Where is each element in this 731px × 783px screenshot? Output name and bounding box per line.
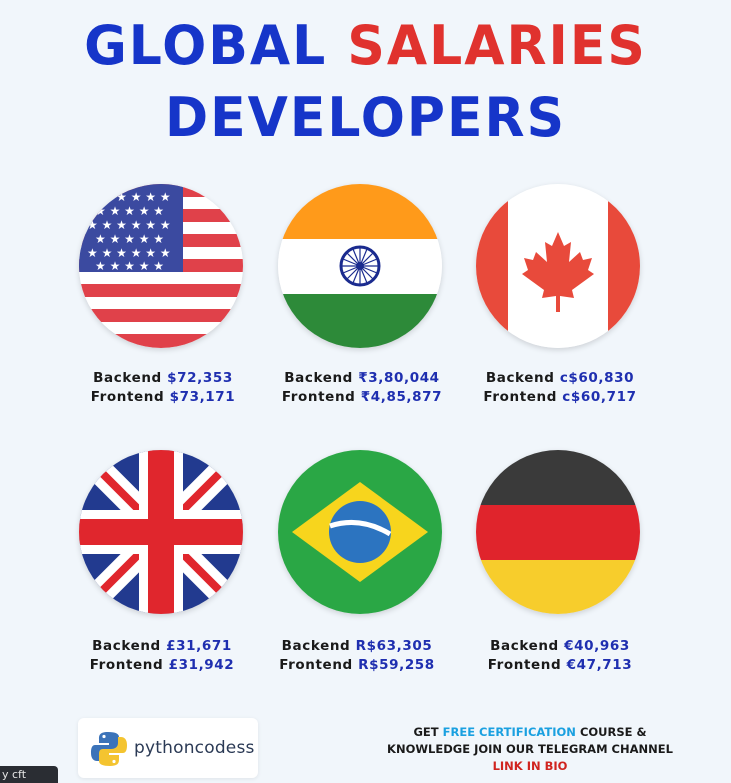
- india-salaries: Backend ₹3,80,044 Frontend ₹4,85,877: [252, 369, 472, 407]
- svg-text:★ ★ ★ ★ ★ ★: ★ ★ ★ ★ ★ ★: [87, 218, 171, 232]
- india-flag: [278, 184, 442, 348]
- promo-text: GET FREE CERTIFICATION COURSE & KNOWLEDG…: [362, 724, 698, 775]
- overlay-tab[interactable]: y cft: [0, 766, 58, 783]
- promo-course: COURSE &: [579, 725, 647, 739]
- svg-text:★ ★ ★ ★ ★: ★ ★ ★ ★ ★: [95, 259, 164, 273]
- promo-free-certification: FREE CERTIFICATION: [442, 725, 576, 739]
- germany-salaries: Backend €40,963 Frontend €47,713: [450, 637, 670, 675]
- backend-salary: £31,671: [166, 638, 232, 654]
- backend-salary: ₹3,80,044: [358, 370, 440, 386]
- frontend-salary: €47,713: [566, 657, 633, 673]
- frontend-salary: R$59,258: [358, 657, 435, 673]
- backend-label: Backend: [281, 638, 351, 654]
- promo-telegram: KNOWLEDGE JOIN OUR TELEGRAM CHANNEL: [387, 742, 673, 756]
- title-line-2: DEVELOPERS: [164, 86, 567, 150]
- canada-salaries: Backend c$60,830 Frontend c$60,717: [450, 369, 670, 407]
- backend-salary: $72,353: [167, 370, 233, 386]
- svg-text:★ ★ ★ ★ ★: ★ ★ ★ ★ ★: [95, 204, 164, 218]
- svg-text:★ ★ ★ ★ ★: ★ ★ ★ ★ ★: [95, 232, 164, 246]
- brand-name: pythoncodess: [134, 738, 255, 758]
- frontend-salary: £31,942: [168, 657, 235, 673]
- svg-text:★ ★ ★ ★ ★ ★: ★ ★ ★ ★ ★ ★: [87, 246, 171, 260]
- promo-get: GET: [413, 725, 439, 739]
- usa-salaries: Backend $72,353 Frontend $73,171: [53, 369, 273, 407]
- backend-label: Backend: [284, 370, 353, 386]
- title-word-global: GLOBAL: [84, 14, 328, 78]
- frontend-label: Frontend: [90, 389, 165, 405]
- frontend-label: Frontend: [487, 657, 562, 673]
- backend-salary: €40,963: [564, 638, 630, 654]
- uk-salaries: Backend £31,671 Frontend £31,942: [52, 637, 272, 675]
- backend-salary: R$63,305: [355, 638, 433, 654]
- title-word-salaries: SALARIES: [347, 14, 647, 78]
- brand-logo[interactable]: pythoncodess: [78, 718, 258, 778]
- frontend-label: Frontend: [279, 657, 353, 673]
- svg-text:★ ★ ★ ★ ★ ★: ★ ★ ★ ★ ★ ★: [87, 190, 171, 204]
- backend-label: Backend: [92, 638, 161, 654]
- brazil-flag: [278, 450, 442, 614]
- frontend-salary: c$60,717: [562, 389, 637, 405]
- python-logo-icon: [91, 732, 127, 766]
- uk-flag: [79, 450, 243, 614]
- backend-label: Backend: [93, 370, 162, 386]
- frontend-salary: ₹4,85,877: [360, 389, 443, 405]
- backend-label: Backend: [485, 370, 555, 386]
- link-in-bio[interactable]: LINK IN BIO: [492, 759, 568, 773]
- germany-flag: [476, 450, 640, 614]
- brazil-salaries: Backend R$63,305 Frontend R$59,258: [247, 637, 467, 675]
- frontend-label: Frontend: [281, 389, 356, 405]
- frontend-label: Frontend: [483, 389, 557, 405]
- usa-flag: ★ ★ ★ ★ ★ ★ ★ ★ ★ ★ ★ ★ ★ ★ ★ ★ ★ ★ ★ ★ …: [79, 184, 243, 348]
- frontend-salary: $73,171: [169, 389, 236, 405]
- canada-flag: [476, 184, 640, 348]
- backend-salary: c$60,830: [559, 370, 635, 386]
- frontend-label: Frontend: [89, 657, 164, 673]
- backend-label: Backend: [490, 638, 559, 654]
- title-line-1: GLOBAL SALARIES: [0, 15, 731, 78]
